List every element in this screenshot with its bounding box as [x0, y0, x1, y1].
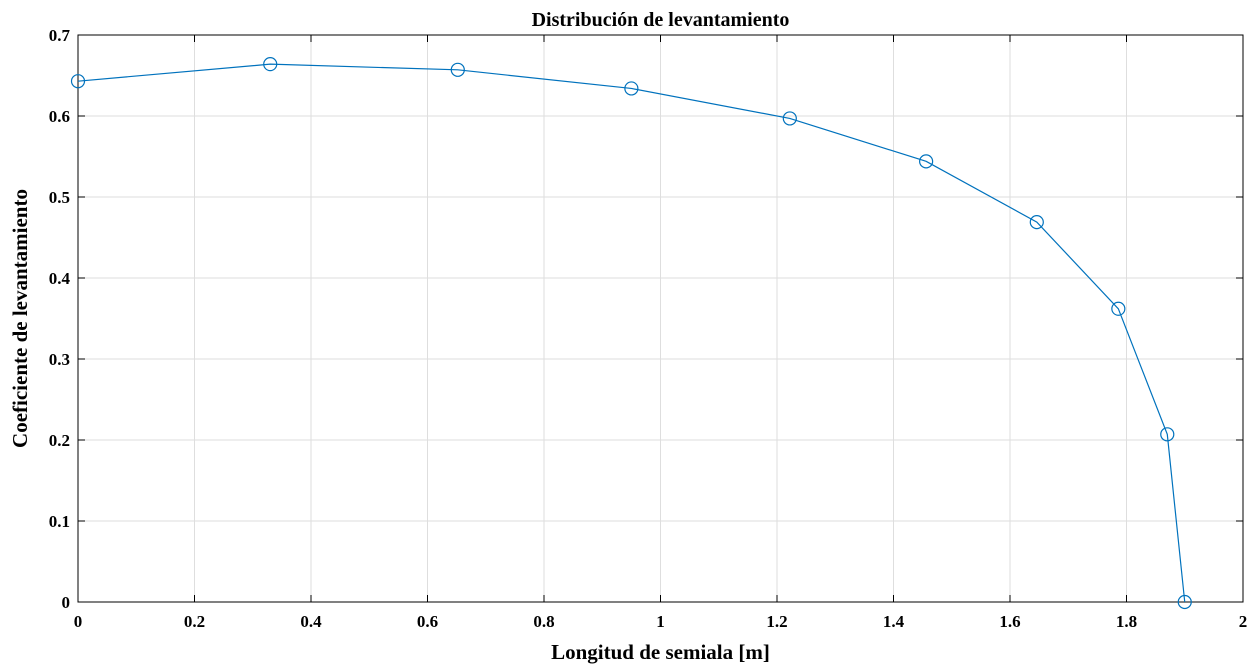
data-point-marker: [1029, 215, 1044, 230]
chart-title: Distribución de levantamiento: [532, 9, 790, 31]
x-axis-label: Longitud de semiala [m]: [551, 640, 770, 664]
axis-ticks: 0 0.2 0.4 0.6 0.8 1 1.2 1.4 1.6 1.8 2 0 0.1 0.2 0.3 0.4…: [49, 26, 1248, 631]
data-point-marker: [782, 111, 797, 126]
y-tick-label: 0.5: [49, 188, 70, 207]
grid: [77, 34, 1244, 603]
series-line: [77, 63, 1186, 603]
y-tick-label: 0.7: [49, 26, 71, 45]
data-point-marker: [1177, 594, 1192, 610]
y-tick-label: 0.4: [49, 269, 71, 288]
data-point-marker: [624, 81, 639, 96]
x-tick-label: 0.2: [184, 612, 205, 631]
data-point-marker: [263, 57, 278, 72]
x-tick-label: 1.8: [1116, 612, 1137, 631]
x-tick-label: 1.4: [883, 612, 905, 631]
data-point-marker: [70, 74, 86, 89]
data-series: [70, 57, 1192, 610]
y-axis-label: Coeficiente de levantamiento: [8, 189, 32, 448]
data-point-marker: [1111, 301, 1126, 316]
data-point-marker: [1160, 427, 1175, 442]
x-tick-label: 1.2: [766, 612, 787, 631]
x-tick-label: 0: [74, 612, 83, 631]
x-tick-label: 0.4: [300, 612, 322, 631]
x-tick-label: 0.6: [417, 612, 438, 631]
y-tick-label: 0.3: [49, 350, 70, 369]
x-tick-label: 1.6: [999, 612, 1020, 631]
y-tick-label: 0.2: [49, 431, 70, 450]
x-tick-label: 2: [1239, 612, 1248, 631]
data-point-marker: [919, 154, 934, 169]
y-tick-label: 0.1: [49, 512, 70, 531]
y-tick-label: 0.6: [49, 107, 70, 126]
data-point-marker: [450, 62, 465, 77]
x-tick-label: 1: [656, 612, 665, 631]
y-tick-label: 0: [62, 593, 71, 612]
x-tick-label: 0.8: [533, 612, 554, 631]
